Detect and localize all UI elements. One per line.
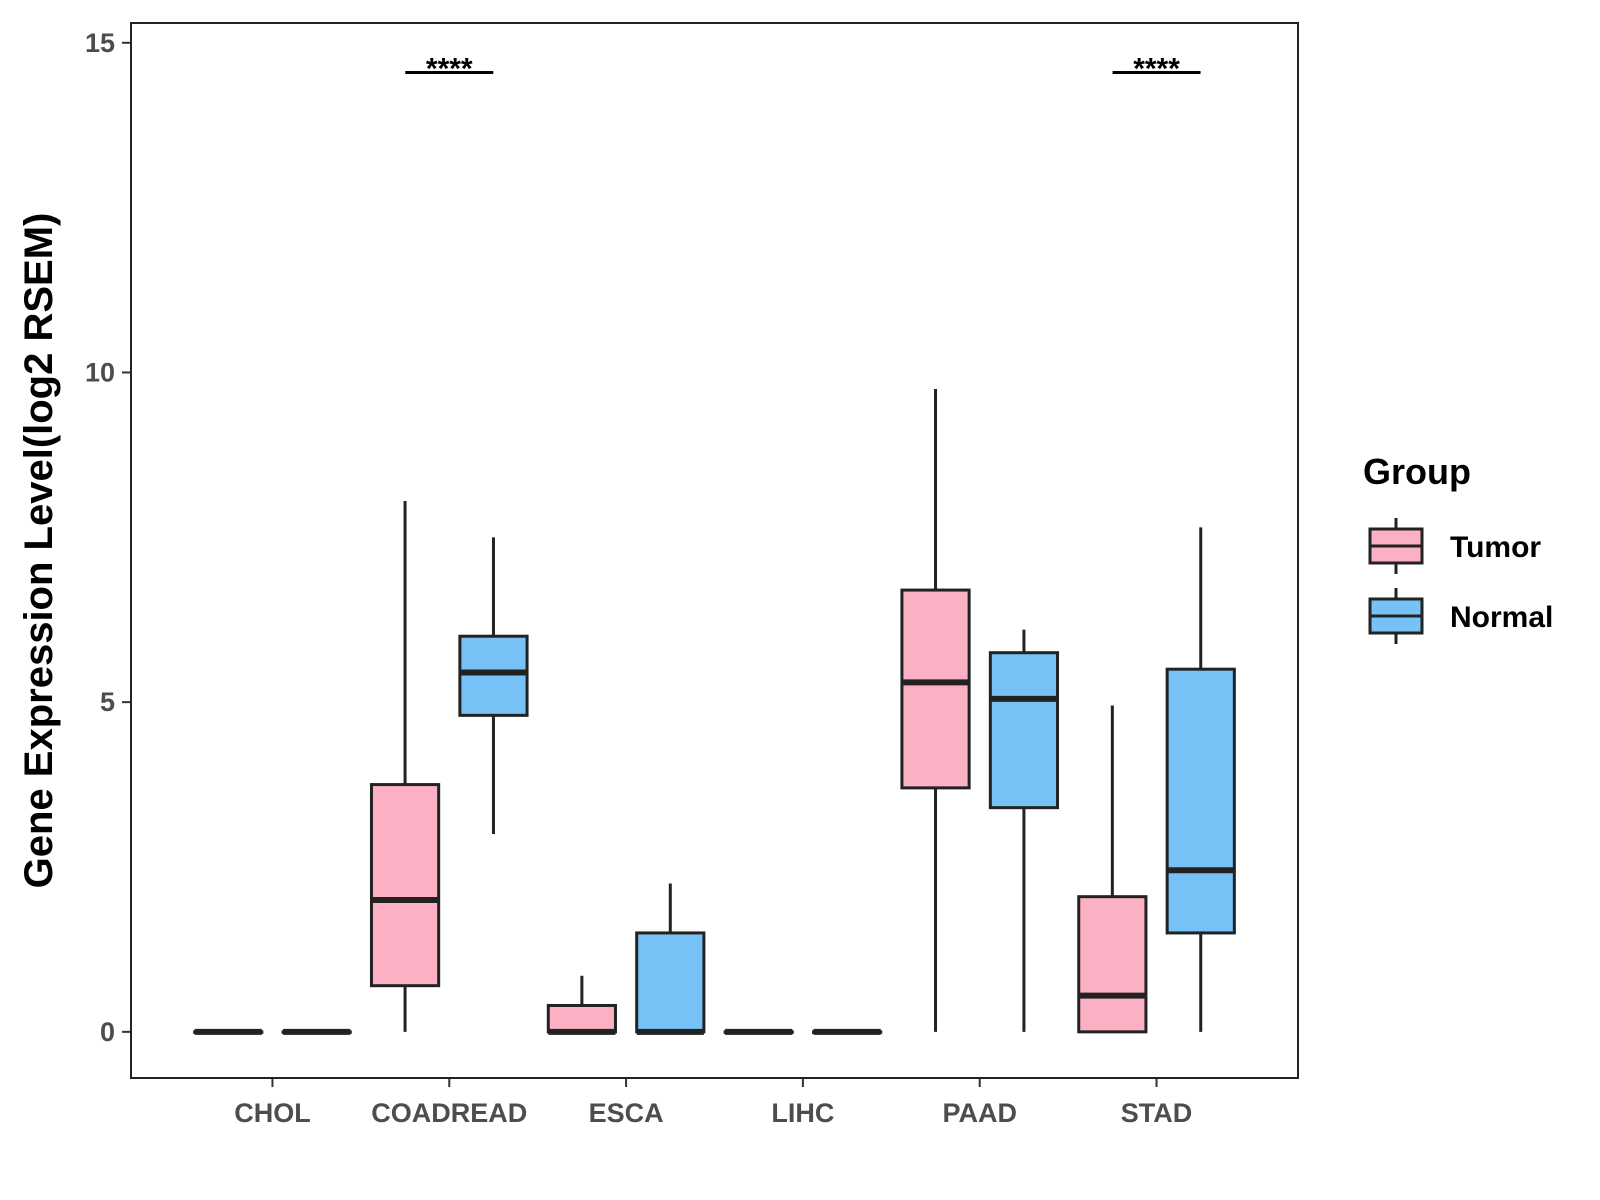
legend-item-tumor: Tumor xyxy=(1368,518,1541,574)
legend-label: Tumor xyxy=(1450,531,1541,564)
box-normal-coadread xyxy=(458,537,529,835)
box-body xyxy=(458,634,529,717)
legend: Group Tumor Normal xyxy=(1363,451,1553,644)
box-normal-lihc xyxy=(812,1028,883,1035)
y-tick-label: 5 xyxy=(100,687,115,717)
box-body xyxy=(1165,667,1236,935)
y-axis-label: Gene Expression Level(log2 RSEM) xyxy=(17,213,61,889)
y-tick-label: 0 xyxy=(100,1017,115,1047)
box-tumor-esca xyxy=(546,975,617,1035)
significance-label: **** xyxy=(1133,52,1180,85)
y-tick-label: 15 xyxy=(85,28,115,58)
box-body xyxy=(900,588,971,790)
box-tumor-lihc xyxy=(723,1028,794,1035)
box-normal-stad xyxy=(1165,527,1236,1032)
box-body xyxy=(1077,895,1148,1034)
x-tick-label: STAD xyxy=(1121,1098,1193,1128)
y-tick-label: 10 xyxy=(85,357,115,387)
box-tumor-chol xyxy=(193,1028,264,1035)
significance-annotations: **** **** xyxy=(405,52,1201,85)
box-body xyxy=(635,931,706,1034)
legend-label: Normal xyxy=(1450,601,1553,634)
x-tick-label: PAAD xyxy=(942,1098,1017,1128)
panel-border xyxy=(130,22,1299,1079)
box-normal-esca xyxy=(635,883,706,1035)
box-normal-paad xyxy=(988,629,1060,1032)
box-body xyxy=(369,783,441,988)
box-tumor-paad xyxy=(900,388,971,1032)
x-tick-label: COADREAD xyxy=(371,1098,527,1128)
x-tick-label: CHOL xyxy=(234,1098,311,1128)
plot-area xyxy=(193,388,1236,1035)
significance-label: **** xyxy=(426,52,473,85)
box-body xyxy=(988,651,1060,810)
x-axis: CHOL COADREAD ESCA LIHC PAAD STAD xyxy=(234,1078,1192,1128)
box-tumor-coadread xyxy=(369,501,441,1032)
box-body xyxy=(546,1003,617,1034)
box-normal-chol xyxy=(281,1028,352,1035)
y-axis: 0 5 10 15 xyxy=(85,28,131,1047)
box-tumor-stad xyxy=(1077,705,1148,1034)
legend-item-normal: Normal xyxy=(1368,588,1553,644)
legend-title: Group xyxy=(1363,451,1471,492)
x-tick-label: ESCA xyxy=(589,1098,664,1128)
x-tick-label: LIHC xyxy=(771,1098,834,1128)
